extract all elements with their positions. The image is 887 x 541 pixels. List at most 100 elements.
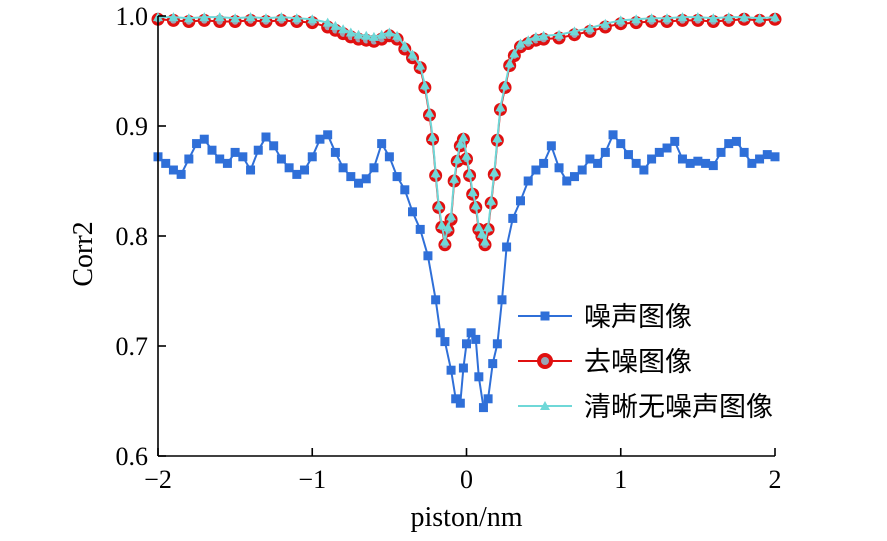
series-1-point-73 — [662, 143, 672, 153]
series-3-point-39 — [467, 187, 478, 196]
series-1-point-81 — [724, 139, 734, 149]
series-3-point-54 — [530, 31, 541, 41]
series-3-point-55 — [538, 30, 549, 40]
series-3-point-30 — [439, 236, 450, 246]
series-3-point-12 — [330, 20, 341, 30]
legend-label-3: 清晰无噪声图像 — [584, 392, 773, 423]
series-3-point-46 — [489, 167, 500, 177]
series-1-point-84 — [747, 158, 757, 168]
series-1-point-19 — [300, 165, 310, 175]
series-1-point-12 — [246, 165, 256, 175]
series-3-point-44 — [483, 222, 494, 232]
series-3-point-62 — [646, 13, 657, 23]
series-1-point-25 — [346, 172, 356, 182]
series-1-point-60 — [562, 176, 572, 186]
series-1-point-7 — [207, 145, 217, 155]
series-1-point-26 — [354, 178, 364, 188]
series-1-point-48 — [483, 394, 493, 404]
series-3-point-33 — [449, 173, 460, 183]
series-1-point-67 — [616, 139, 626, 149]
series-1-point-50 — [492, 339, 502, 349]
series-1-point-29 — [377, 139, 387, 149]
series-3-point-59 — [600, 18, 611, 28]
series-1-point-21 — [315, 134, 325, 144]
series-1-point-10 — [230, 147, 240, 157]
series-3-point-2 — [183, 13, 194, 23]
series-1-point-13 — [253, 145, 263, 155]
series-1-point-23 — [330, 147, 340, 157]
series-3-point-24 — [419, 80, 430, 90]
series-1-point-3 — [176, 169, 186, 179]
series-3-point-27 — [430, 168, 441, 178]
series-1-point-83 — [739, 147, 749, 157]
series-1-point-2 — [168, 165, 178, 175]
series-3-point-3 — [199, 12, 210, 22]
series-3-point-42 — [476, 228, 487, 238]
series-3-point-31 — [442, 222, 453, 232]
series-1-point-36 — [431, 295, 441, 305]
series-1-point-16 — [276, 154, 286, 164]
series-3-point-52 — [515, 38, 526, 48]
series-1-point-68 — [623, 150, 633, 160]
y-tick-label-1: 0.7 — [116, 332, 149, 361]
series-3-point-14 — [345, 27, 356, 37]
series-1-point-47 — [478, 403, 488, 413]
y-tick-label-3: 0.9 — [116, 112, 149, 141]
series-3-point-19 — [384, 27, 395, 37]
series-1-point-58 — [546, 141, 556, 151]
series-3-point-36 — [458, 132, 469, 141]
series-1-point-54 — [515, 196, 525, 206]
series-1-point-37 — [435, 328, 445, 338]
series-1-point-17 — [284, 163, 294, 173]
series-3-point-57 — [569, 26, 580, 36]
series-layer — [151, 12, 782, 413]
series-1-point-49 — [488, 359, 498, 369]
legend-item-2: 去噪图像 — [518, 347, 692, 378]
series-3-point-32 — [446, 211, 457, 221]
series-3-point-20 — [392, 30, 403, 40]
axes-layer: −2 −1 0 1 2 0.6 0.7 0.8 0.9 1.0 piston/nm Corr2 — [68, 2, 782, 533]
series-3-point-29 — [436, 220, 447, 229]
series-1-point-18 — [292, 169, 302, 179]
legend-label-1: 噪声图像 — [584, 302, 692, 333]
series-3-point-56 — [554, 29, 565, 39]
series-3-point-7 — [260, 13, 271, 23]
series-1-point-71 — [647, 154, 657, 164]
series-1-point-75 — [677, 154, 687, 164]
series-3-point-35 — [455, 138, 466, 148]
series-3-point-21 — [399, 40, 410, 50]
series-3-point-43 — [480, 236, 491, 246]
series-3-point-10 — [307, 14, 318, 24]
series-3-point-11 — [322, 17, 333, 27]
series-1-point-5 — [192, 139, 202, 149]
y-axis-label: Corr2 — [68, 221, 99, 286]
series-1-point-52 — [502, 242, 512, 252]
series-1-point-11 — [238, 152, 248, 162]
series-3-point-58 — [584, 23, 595, 33]
series-3-point-15 — [353, 29, 364, 39]
series-1-point-40 — [451, 394, 461, 404]
series-1-point-31 — [392, 172, 402, 182]
x-tick-label-0: −2 — [144, 465, 172, 494]
series-1-point-72 — [654, 147, 664, 157]
series-1-point-34 — [415, 224, 425, 234]
series-3-point-16 — [361, 30, 372, 40]
series-3-point-50 — [504, 58, 515, 68]
series-1-point-77 — [693, 156, 703, 166]
series-3-point-9 — [291, 13, 302, 23]
series-1-point-22 — [323, 130, 333, 140]
series-3-line — [158, 16, 776, 245]
series-1-point-6 — [199, 134, 209, 144]
y-tick-label-2: 0.8 — [116, 222, 149, 251]
series-3-point-18 — [376, 29, 387, 39]
series-1-point-63 — [585, 154, 595, 164]
series-1-point-53 — [508, 213, 518, 223]
series-1-point-59 — [554, 163, 564, 173]
series-1-point-56 — [531, 165, 541, 175]
series-1 — [153, 130, 780, 413]
series-1-point-64 — [593, 158, 603, 168]
series-1-point-86 — [762, 150, 772, 160]
series-1-point-32 — [400, 185, 410, 195]
series-3-point-40 — [470, 200, 481, 210]
